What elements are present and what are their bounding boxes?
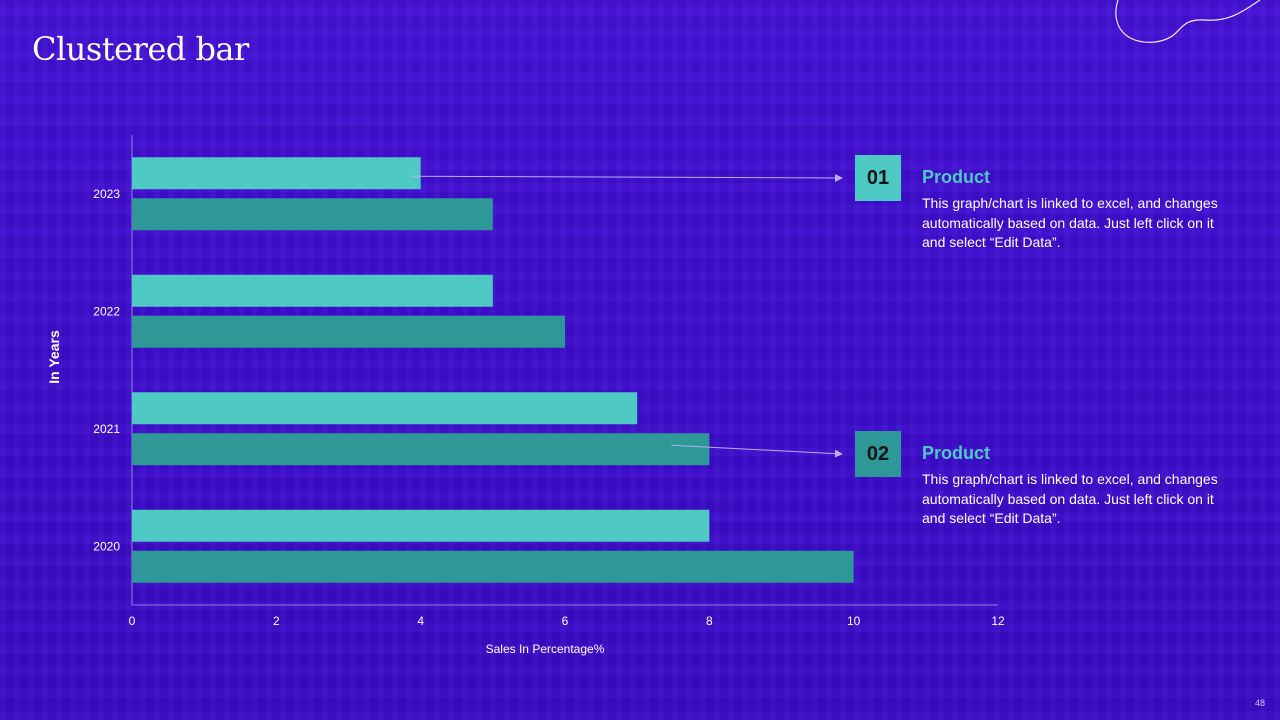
bar-2021-series-1: [132, 392, 638, 425]
x-tick-label-8: 8: [706, 614, 713, 628]
x-tick-label-4: 4: [417, 614, 424, 628]
bar-2022-series-1: [132, 274, 493, 307]
bar-2020-series-2: [132, 550, 854, 583]
callout-card-2: 02 Product This graph/chart is linked to…: [855, 431, 1255, 531]
connector-arrow-2: [671, 444, 843, 458]
decorative-curve: [1115, 0, 1261, 43]
callout-title-1: Product: [922, 167, 991, 187]
slide-title: Clustered bar: [32, 30, 249, 68]
x-tick-label-6: 6: [562, 614, 569, 628]
callout-card-1: 01 Product This graph/chart is linked to…: [855, 155, 1255, 255]
y-tick-label-2020: 2020: [93, 539, 120, 553]
bar-2022-series-2: [132, 315, 565, 348]
bar-2023-series-2: [132, 198, 493, 231]
x-axis-title: Sales In Percentage%: [486, 642, 605, 656]
y-tick-label-2023: 2023: [93, 187, 120, 201]
callout-description-1: This graph/chart is linked to excel, and…: [922, 195, 1218, 250]
bar-2023-series-1: [132, 157, 421, 190]
bar-2020-series-1: [132, 509, 710, 542]
connector-arrow-1: [410, 173, 843, 182]
y-axis-title: In Years: [46, 330, 62, 384]
callout-description-2: This graph/chart is linked to excel, and…: [922, 471, 1218, 526]
y-tick-label-2022: 2022: [93, 304, 120, 318]
x-tick-label-2: 2: [273, 614, 280, 628]
callout-title-2: Product: [922, 443, 991, 463]
callout-badge-2: 02: [855, 431, 901, 477]
x-tick-label-0: 0: [129, 614, 136, 628]
callout-badge-1: 01: [855, 155, 901, 201]
page-number: 48: [1254, 698, 1265, 708]
x-tick-label-12: 12: [991, 614, 1005, 628]
x-tick-label-10: 10: [847, 614, 861, 628]
bar-2021-series-2: [132, 433, 710, 466]
y-tick-label-2021: 2021: [93, 422, 120, 436]
